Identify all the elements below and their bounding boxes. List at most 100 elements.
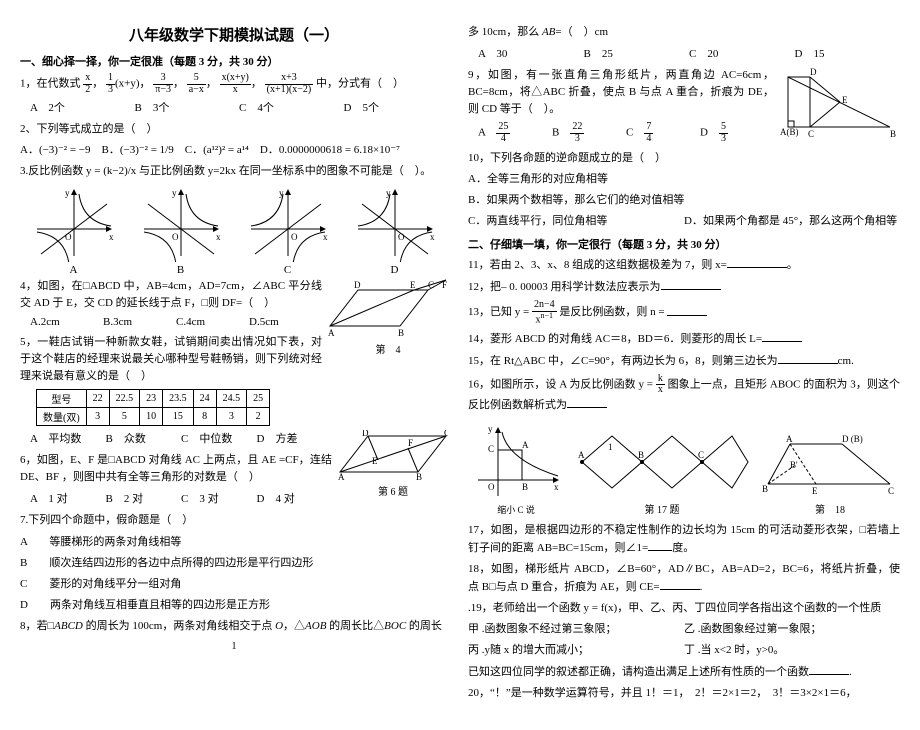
svg-text:D: D [354, 280, 361, 290]
td-3: 10 [140, 408, 163, 426]
svg-text:y: y [386, 188, 391, 198]
section-1-head: 一、细心择一择，你一定很准（每题 3 分，共 30 分） [20, 53, 448, 69]
svg-text:F: F [442, 280, 447, 290]
q10-D: D．如果两个角都是 45°，那么这两个角相等 [684, 213, 900, 230]
blank [667, 304, 707, 316]
q4-figure: AB CD EF 第 4 [328, 278, 448, 356]
svg-text:C: C [488, 444, 494, 454]
q19-row1: 甲 .函数图象不经过第三象限； 乙 .函数图象经过第一象限； [468, 621, 900, 638]
left-column: 八年级数学下期模拟试题（一） 一、细心择一择，你一定很准（每题 3 分，共 30… [20, 24, 448, 706]
th-7: 25 [247, 390, 270, 408]
graph-A: xy O A [31, 184, 117, 276]
svg-text:O: O [291, 232, 298, 242]
frac-1-3: 13 [106, 73, 115, 95]
q4-B: B.3cm [103, 316, 176, 328]
svg-text:B: B [890, 129, 896, 139]
svg-text:A(B): A(B) [780, 127, 799, 137]
blank [661, 278, 721, 290]
frac-xy: x(x+y)x [220, 73, 251, 95]
q4-D: D.5cm [249, 316, 322, 328]
q5-B: B 众数 [106, 430, 182, 446]
q4-svg: AB CD EF [328, 278, 448, 338]
graph-C-label: C [245, 264, 331, 276]
page-columns: 八年级数学下期模拟试题（一） 一、细心择一择，你一定很准（每题 3 分，共 30… [20, 24, 900, 706]
q8-B: B 25 [584, 45, 690, 61]
frac-pi: 3π−3 [153, 73, 173, 95]
q9-B: B 223 [552, 122, 626, 144]
svg-text:x: x [109, 232, 114, 242]
q5-table: 型号 22 22.5 23 23.5 24 24.5 25 数量(双) 3 5 … [36, 389, 270, 426]
q4-C: C.4cm [176, 316, 249, 328]
q2-A: A．(−3)⁻² = −9 [20, 144, 91, 156]
svg-text:x: x [554, 482, 559, 492]
q9-C: C 74 [626, 122, 700, 144]
q1-choices: A 2个 B 3个 C 4个 D 5个 [30, 99, 448, 115]
svg-text:C: C [698, 450, 704, 460]
fig17-label: 第 17 题 [572, 501, 752, 516]
th-0: 型号 [37, 390, 87, 408]
svg-text:y: y [279, 188, 284, 198]
frac-q13: 2n−4xn−1 [532, 300, 557, 325]
td-5: 8 [193, 408, 216, 426]
svg-text:B: B [416, 472, 422, 480]
q2-C: C．(a¹²)² = a¹⁴ [185, 144, 249, 156]
q14-text: 14，菱形 ABCD 的对角线 AC＝8，BD＝6．则菱形的周长 L= [468, 333, 762, 345]
q9-svg: A(B) C B D E [780, 67, 900, 139]
th-3: 23 [140, 390, 163, 408]
fig18-label: 第 18 [760, 501, 900, 516]
td-0: 数量(双) [37, 408, 87, 426]
q9-D: D 53 [700, 122, 774, 144]
graph-B-label: B [138, 264, 224, 276]
q10-B: B．如果两个数相等，那么它们的绝对值相等 [468, 192, 900, 209]
svg-text:O: O [488, 482, 495, 492]
q1-tail: 中，分式有（ ） [316, 78, 404, 90]
q1-C: C 4个 [239, 99, 344, 115]
q19-bing: 丙 .y随 x 的增大而减小； [468, 642, 684, 659]
q19-row2: 丙 .y随 x 的增大而减小； 丁 .当 x<2 时，y>0。 [468, 642, 900, 659]
graph-D-label: D [352, 264, 438, 276]
svg-text:F: F [408, 438, 413, 448]
graph-A-label: A [31, 264, 117, 276]
svg-text:B': B' [790, 460, 798, 470]
td-2: 5 [109, 408, 140, 426]
q12: 12，把‒ 0. 00003 用科学计数法应表示为 [468, 278, 900, 296]
q18-b: . [700, 581, 703, 593]
svg-text:1: 1 [608, 442, 613, 452]
blank [809, 663, 849, 675]
frac-kx: kx [656, 374, 665, 396]
svg-text:E: E [410, 280, 416, 290]
svg-text:A: A [786, 434, 793, 444]
frac-x3: x+3(x+1)(x−2) [265, 73, 314, 95]
th-1: 22 [86, 390, 109, 408]
graph-C-svg: xy O [245, 184, 331, 262]
q13-b: 是反比例函数，则 n = [559, 307, 667, 319]
th-4: 23.5 [163, 390, 194, 408]
svg-text:A: A [338, 472, 345, 480]
svg-text:O: O [172, 232, 179, 242]
q5-D: D 方差 [257, 430, 333, 446]
q13: 13，已知 y = 2n−4xn−1 是反比例函数，则 n = [468, 300, 900, 325]
q8-D: D 15 [795, 45, 901, 61]
figures-row: xy O A B C 缩小 C 说 ABC 1 [468, 420, 900, 516]
q4-fig-label: 第 4 [328, 341, 448, 356]
table-row-head: 型号 22 22.5 23 23.5 24 24.5 25 [37, 390, 270, 408]
q10-C: C．两直线平行，同位角相等 [468, 213, 684, 230]
graph-D: xy O D [352, 184, 438, 276]
q17-figure: ABC 1 第 17 题 [572, 426, 752, 516]
q4-choices: A.2cm B.3cm C.4cm D.5cm [30, 316, 322, 328]
q8-C: C 20 [689, 45, 795, 61]
q19-tail: 已知这四位同学的叙述都正确，请构造出满足上述所有性质的一个函数. [468, 663, 900, 681]
q1-D: D 5个 [344, 99, 449, 115]
q19-tail-text: 已知这四位同学的叙述都正确，请构造出满足上述所有性质的一个函数 [468, 666, 809, 678]
q12-text: 12，把‒ 0. 00003 用科学计数法应表示为 [468, 281, 661, 293]
td-4: 15 [163, 408, 194, 426]
q5-C: C 中位数 [181, 430, 257, 446]
svg-text:C: C [444, 430, 448, 438]
svg-text:D: D [362, 430, 369, 438]
q15-text: 15，在 Rt△ABC 中，∠C=90°，有两边长为 6，8，则第三边长为 [468, 355, 778, 367]
q9-choices: A 254 B 223 C 74 D 53 [478, 122, 774, 144]
q17: 17，如图，是根据四边形的不稳定性制作的边长均为 15cm 的可活动菱形衣架，□… [468, 522, 900, 557]
q2-stem: 2、下列等式成立的是（ ） [20, 121, 448, 138]
svg-text:A: A [328, 328, 335, 338]
graph-B: xy O B [138, 184, 224, 276]
